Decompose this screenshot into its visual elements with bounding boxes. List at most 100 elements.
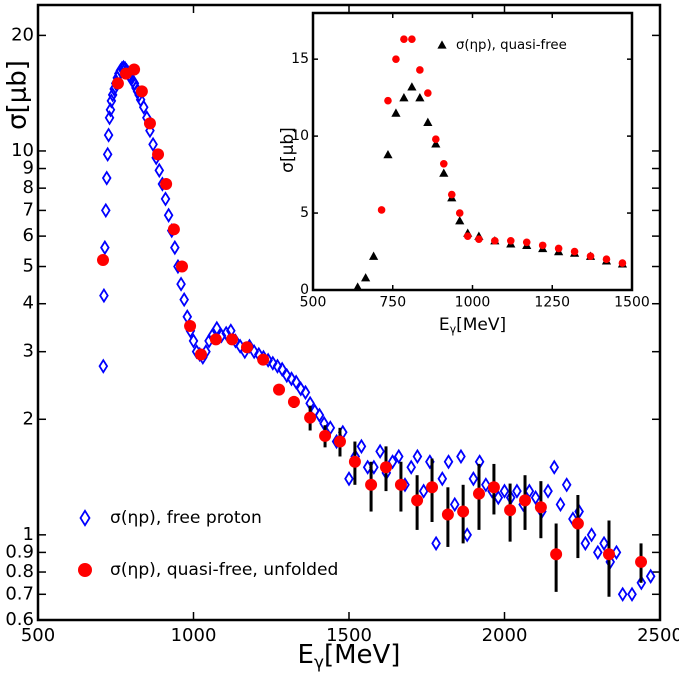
- point: [176, 276, 186, 292]
- point: [437, 471, 448, 487]
- point: [383, 149, 393, 159]
- point: [617, 586, 628, 602]
- point: [456, 448, 466, 465]
- point: [135, 85, 148, 98]
- point: [287, 395, 300, 408]
- point: [281, 367, 292, 384]
- y-tick-label: 20: [11, 24, 34, 45]
- point: [462, 527, 472, 543]
- y-tick-label: 6: [23, 225, 34, 246]
- point: [412, 448, 423, 465]
- y-tick-label: 2: [23, 408, 34, 429]
- point: [506, 236, 515, 245]
- point: [592, 544, 603, 561]
- point: [463, 232, 472, 240]
- point: [424, 89, 432, 97]
- point: [455, 216, 465, 225]
- point: [439, 160, 448, 168]
- point: [400, 35, 408, 43]
- y-tick-label: 0.6: [5, 609, 34, 630]
- point: [138, 99, 149, 115]
- point: [160, 178, 173, 191]
- point: [491, 236, 499, 245]
- point: [257, 353, 270, 366]
- point: [635, 555, 648, 568]
- point: [554, 244, 563, 253]
- inset-plot: 500 750 1000 1250 1500 0 5 10 15 Eγ[MeV] σ[μb] σ(ηp…: [278, 11, 650, 336]
- x-tick-label: 2000: [482, 625, 528, 646]
- x-axis-label: Eγ[MeV]: [439, 315, 506, 336]
- legend: σ(ηp), quasi-free: [437, 38, 567, 53]
- y-axis-label: σ[μb]: [278, 127, 298, 173]
- point: [377, 206, 386, 214]
- legend-marker: [437, 40, 447, 49]
- x-axis-label-sub: γ: [450, 323, 457, 336]
- point: [170, 239, 180, 256]
- main-plot: 500 1000 1500 2000 2500 0.6 0.70.80.91 2 3 4 5 6 789…: [3, 3, 679, 672]
- point: [101, 170, 112, 186]
- point: [431, 139, 441, 148]
- point: [455, 209, 464, 217]
- point: [105, 102, 116, 118]
- point: [561, 477, 572, 493]
- y-tick-label: 7: [23, 199, 34, 220]
- point: [240, 341, 253, 354]
- x-tick-label: 1500: [326, 625, 372, 646]
- point: [102, 146, 113, 163]
- point: [627, 586, 637, 602]
- point: [570, 247, 579, 256]
- point: [96, 253, 109, 266]
- y-tick-label: 0.9: [5, 541, 34, 562]
- point: [179, 291, 189, 308]
- point: [543, 483, 553, 499]
- point: [611, 544, 622, 561]
- y-tick-label: 1: [23, 524, 34, 545]
- point: [418, 483, 429, 499]
- legend-label: σ(ηp), quasi-free: [456, 38, 567, 53]
- point: [493, 489, 504, 506]
- point: [468, 471, 479, 487]
- point: [512, 483, 522, 499]
- legend-label: σ(ηp), quasi-free, unfolded: [110, 560, 338, 580]
- point: [549, 459, 560, 475]
- point: [586, 527, 597, 543]
- point: [99, 287, 109, 304]
- point: [365, 478, 378, 491]
- point: [599, 535, 609, 552]
- series: [96, 63, 648, 597]
- legend: σ(ηp), free proton σ(ηp), quasi-free, unf…: [78, 508, 338, 580]
- point: [175, 260, 188, 273]
- legend-marker: [78, 563, 92, 577]
- point: [431, 535, 441, 552]
- y-tick-label: 3: [23, 341, 34, 362]
- x-axis-label-unit: [MeV]: [324, 640, 401, 670]
- point: [399, 93, 409, 102]
- point: [443, 454, 454, 470]
- x-axis-label-unit: [MeV]: [456, 315, 506, 335]
- point: [618, 259, 627, 267]
- point: [457, 505, 470, 518]
- point: [555, 496, 566, 513]
- point: [160, 191, 171, 207]
- point: [392, 55, 400, 63]
- point: [538, 241, 547, 250]
- point: [353, 282, 363, 291]
- point: [571, 517, 584, 530]
- point: [636, 575, 647, 591]
- y-tick-label: 10: [11, 140, 34, 161]
- x-tick-label: 500: [300, 295, 327, 311]
- point: [475, 235, 483, 244]
- point: [499, 483, 510, 499]
- y-tick-label: 15: [291, 51, 309, 67]
- point: [356, 438, 367, 455]
- legend-label: σ(ηp), free proton: [110, 508, 262, 528]
- point: [522, 238, 531, 247]
- point: [407, 82, 417, 91]
- point: [184, 319, 197, 332]
- point: [530, 489, 541, 506]
- point: [504, 504, 517, 517]
- plot-frame: [311, 11, 634, 292]
- point: [449, 496, 460, 513]
- point: [188, 333, 199, 349]
